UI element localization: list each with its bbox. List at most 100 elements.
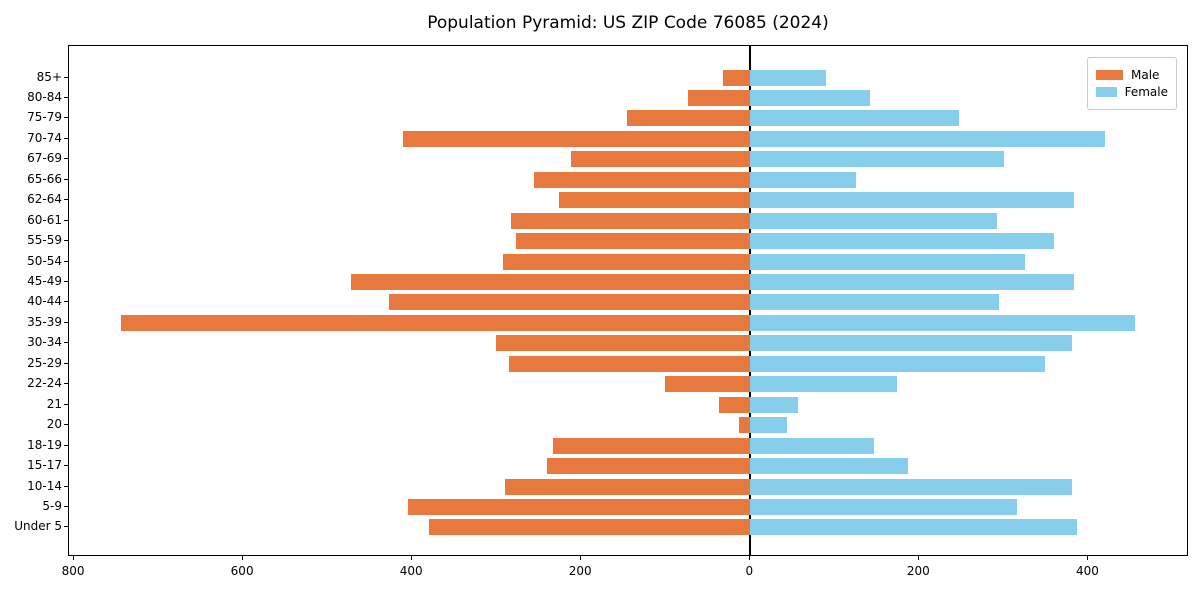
bar-male-10-14 bbox=[505, 478, 751, 495]
bar-female-50-54 bbox=[750, 253, 1025, 270]
x-tick-mark bbox=[918, 556, 920, 560]
y-tick-mark bbox=[64, 383, 68, 385]
y-tick-label: 50-54 bbox=[27, 253, 62, 268]
y-tick-label: 35-39 bbox=[27, 314, 62, 329]
y-tick-mark bbox=[64, 199, 68, 201]
y-tick-mark bbox=[64, 362, 68, 364]
y-tick-label: 40-44 bbox=[27, 294, 62, 309]
bar-male-75-79 bbox=[626, 110, 751, 127]
bar-female-40-44 bbox=[750, 294, 999, 311]
plot-area: Male Female bbox=[68, 45, 1188, 556]
bar-male-25-29 bbox=[509, 355, 751, 372]
bar-male-40-44 bbox=[389, 294, 751, 311]
bar-female-18-19 bbox=[750, 437, 874, 454]
x-tick-label: 0 bbox=[745, 564, 754, 578]
y-tick-mark bbox=[64, 240, 68, 242]
bar-female-62-64 bbox=[750, 192, 1075, 209]
bar-male-5-9 bbox=[407, 498, 751, 515]
bar-female-under-5 bbox=[750, 519, 1078, 536]
bar-male-70-74 bbox=[402, 130, 751, 147]
bar-female-85- bbox=[750, 69, 827, 86]
y-tick-mark bbox=[64, 178, 68, 180]
y-tick-label: 75-79 bbox=[27, 110, 62, 125]
bar-female-55-59 bbox=[750, 233, 1054, 250]
y-tick-label: 60-61 bbox=[27, 212, 62, 227]
bar-female-22-24 bbox=[750, 376, 898, 393]
y-tick-mark bbox=[64, 321, 68, 323]
y-tick-mark bbox=[64, 342, 68, 344]
y-tick-mark bbox=[64, 117, 68, 119]
male-series-swatch bbox=[1096, 70, 1123, 80]
y-tick-mark bbox=[64, 485, 68, 487]
y-tick-label: 62-64 bbox=[27, 192, 62, 207]
y-tick-label: 18-19 bbox=[27, 437, 62, 452]
bar-female-30-34 bbox=[750, 335, 1073, 352]
y-tick-mark bbox=[64, 424, 68, 426]
y-tick-label: 85+ bbox=[36, 69, 62, 84]
bar-male-15-17 bbox=[547, 458, 751, 475]
bar-female-15-17 bbox=[750, 458, 908, 475]
x-tick-label: 600 bbox=[230, 564, 254, 578]
bar-female-67-69 bbox=[750, 151, 1004, 168]
bar-male-22-24 bbox=[664, 376, 751, 393]
y-tick-label: 55-59 bbox=[27, 233, 62, 248]
bar-male-85- bbox=[723, 69, 751, 86]
y-tick-label: 22-24 bbox=[27, 376, 62, 391]
y-tick-label: 21 bbox=[46, 396, 62, 411]
bar-male-20 bbox=[739, 417, 751, 434]
x-tick-mark bbox=[411, 556, 413, 560]
y-tick-mark bbox=[64, 526, 68, 528]
chart-title: Population Pyramid: US ZIP Code 76085 (2… bbox=[427, 13, 829, 33]
bar-male-under-5 bbox=[429, 519, 751, 536]
y-tick-mark bbox=[64, 219, 68, 221]
bar-female-45-49 bbox=[750, 274, 1075, 290]
y-tick-label: 15-17 bbox=[27, 458, 62, 473]
legend: Male Female bbox=[1087, 57, 1177, 110]
bar-male-55-59 bbox=[516, 233, 751, 250]
y-tick-mark bbox=[64, 96, 68, 98]
bar-male-62-64 bbox=[559, 192, 751, 209]
x-tick-label: 200 bbox=[906, 564, 930, 578]
bar-male-21 bbox=[719, 396, 751, 413]
y-tick-label: 65-66 bbox=[27, 171, 62, 186]
x-tick-mark bbox=[73, 556, 75, 560]
x-tick-mark bbox=[749, 556, 751, 560]
legend-item-male: Male bbox=[1096, 68, 1168, 82]
y-tick-label: 20 bbox=[46, 417, 62, 432]
x-tick-label: 400 bbox=[399, 564, 423, 578]
x-tick-mark bbox=[242, 556, 244, 560]
y-tick-mark bbox=[64, 137, 68, 139]
bar-male-18-19 bbox=[553, 437, 751, 454]
x-tick-label: 400 bbox=[1075, 564, 1099, 578]
legend-item-female: Female bbox=[1096, 85, 1168, 99]
bar-female-35-39 bbox=[750, 314, 1135, 331]
y-tick-mark bbox=[64, 260, 68, 262]
y-tick-label: 25-29 bbox=[27, 355, 62, 370]
bar-female-20 bbox=[750, 417, 787, 434]
x-tick-label: 800 bbox=[61, 564, 85, 578]
y-tick-mark bbox=[64, 444, 68, 446]
y-tick-label: Under 5 bbox=[14, 519, 62, 534]
legend-label-male: Male bbox=[1131, 68, 1160, 82]
y-tick-mark bbox=[64, 281, 68, 282]
y-tick-mark bbox=[64, 158, 68, 160]
y-tick-mark bbox=[64, 403, 68, 405]
bar-male-30-34 bbox=[495, 335, 751, 352]
bar-male-60-61 bbox=[511, 212, 751, 229]
bar-female-70-74 bbox=[750, 130, 1106, 147]
bar-female-80-84 bbox=[750, 89, 871, 106]
bar-male-67-69 bbox=[571, 151, 751, 168]
y-tick-label: 10-14 bbox=[27, 478, 62, 493]
female-series-swatch bbox=[1096, 87, 1117, 97]
y-tick-label: 5-9 bbox=[42, 498, 62, 513]
y-tick-mark bbox=[64, 301, 68, 303]
bar-female-5-9 bbox=[750, 498, 1017, 515]
y-tick-label: 45-49 bbox=[27, 274, 62, 288]
x-tick-mark bbox=[580, 556, 582, 560]
bar-male-65-66 bbox=[533, 171, 751, 188]
bar-female-65-66 bbox=[750, 171, 856, 188]
bar-female-25-29 bbox=[750, 355, 1046, 372]
bar-male-35-39 bbox=[121, 314, 751, 331]
bar-female-75-79 bbox=[750, 110, 960, 127]
